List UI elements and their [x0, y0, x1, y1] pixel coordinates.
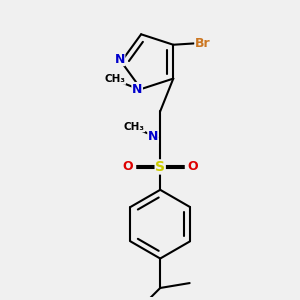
Text: S: S	[155, 160, 165, 174]
Text: CH₃: CH₃	[104, 74, 125, 84]
Text: CH₃: CH₃	[124, 122, 145, 132]
Text: Br: Br	[195, 37, 211, 50]
Text: N: N	[132, 82, 142, 95]
Text: O: O	[187, 160, 198, 173]
Text: O: O	[123, 160, 134, 173]
Text: N: N	[114, 52, 125, 65]
Text: N: N	[148, 130, 158, 143]
